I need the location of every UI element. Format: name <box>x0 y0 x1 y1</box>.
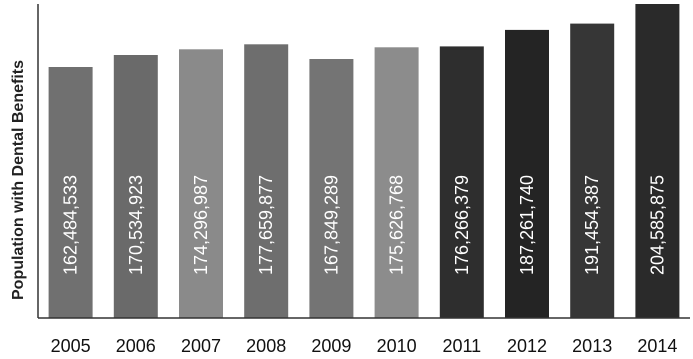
data-label-2010: 175,626,768 <box>387 175 407 275</box>
data-label-2006: 170,534,923 <box>126 175 146 275</box>
x-tick-2013: 2013 <box>572 336 612 356</box>
y-axis-label: Population with Dental Benefits <box>10 60 27 300</box>
bar-2013 <box>570 23 615 318</box>
x-tick-2009: 2009 <box>311 336 351 356</box>
x-tick-2012: 2012 <box>507 336 547 356</box>
data-label-2007: 174,296,987 <box>191 175 211 275</box>
bar-2011 <box>439 46 484 319</box>
x-tick-2010: 2010 <box>377 336 417 356</box>
bar-2009 <box>309 59 354 318</box>
data-labels-layer: 162,484,533 170,534,923 174,296,987 177,659… <box>61 175 668 275</box>
bar-2008 <box>244 44 289 319</box>
data-label-2005: 162,484,533 <box>61 175 81 275</box>
data-label-2008: 177,659,877 <box>256 175 276 275</box>
bar-2010 <box>374 47 419 319</box>
x-tick-2005: 2005 <box>51 336 91 356</box>
x-tick-labels: 2005 2006 2007 2008 2009 2010 2011 2012 2013 2014 <box>51 336 678 356</box>
bar-2006 <box>113 55 158 318</box>
bar-2007 <box>179 49 223 319</box>
data-label-2012: 187,261,740 <box>517 175 537 275</box>
x-tick-2008: 2008 <box>246 336 286 356</box>
data-label-2009: 167,849,289 <box>321 175 341 275</box>
bar-2012 <box>505 29 549 319</box>
x-tick-2011: 2011 <box>442 336 481 356</box>
data-label-2014: 204,585,875 <box>647 175 667 275</box>
x-tick-2006: 2006 <box>116 336 156 356</box>
bar-2005 <box>48 67 93 318</box>
x-tick-2007: 2007 <box>181 336 221 356</box>
bars-layer <box>48 4 680 319</box>
x-tick-2014: 2014 <box>637 336 677 356</box>
bar-2014 <box>635 4 680 318</box>
data-label-2013: 191,454,387 <box>582 175 602 275</box>
data-label-2011: 176,266,379 <box>452 175 472 275</box>
